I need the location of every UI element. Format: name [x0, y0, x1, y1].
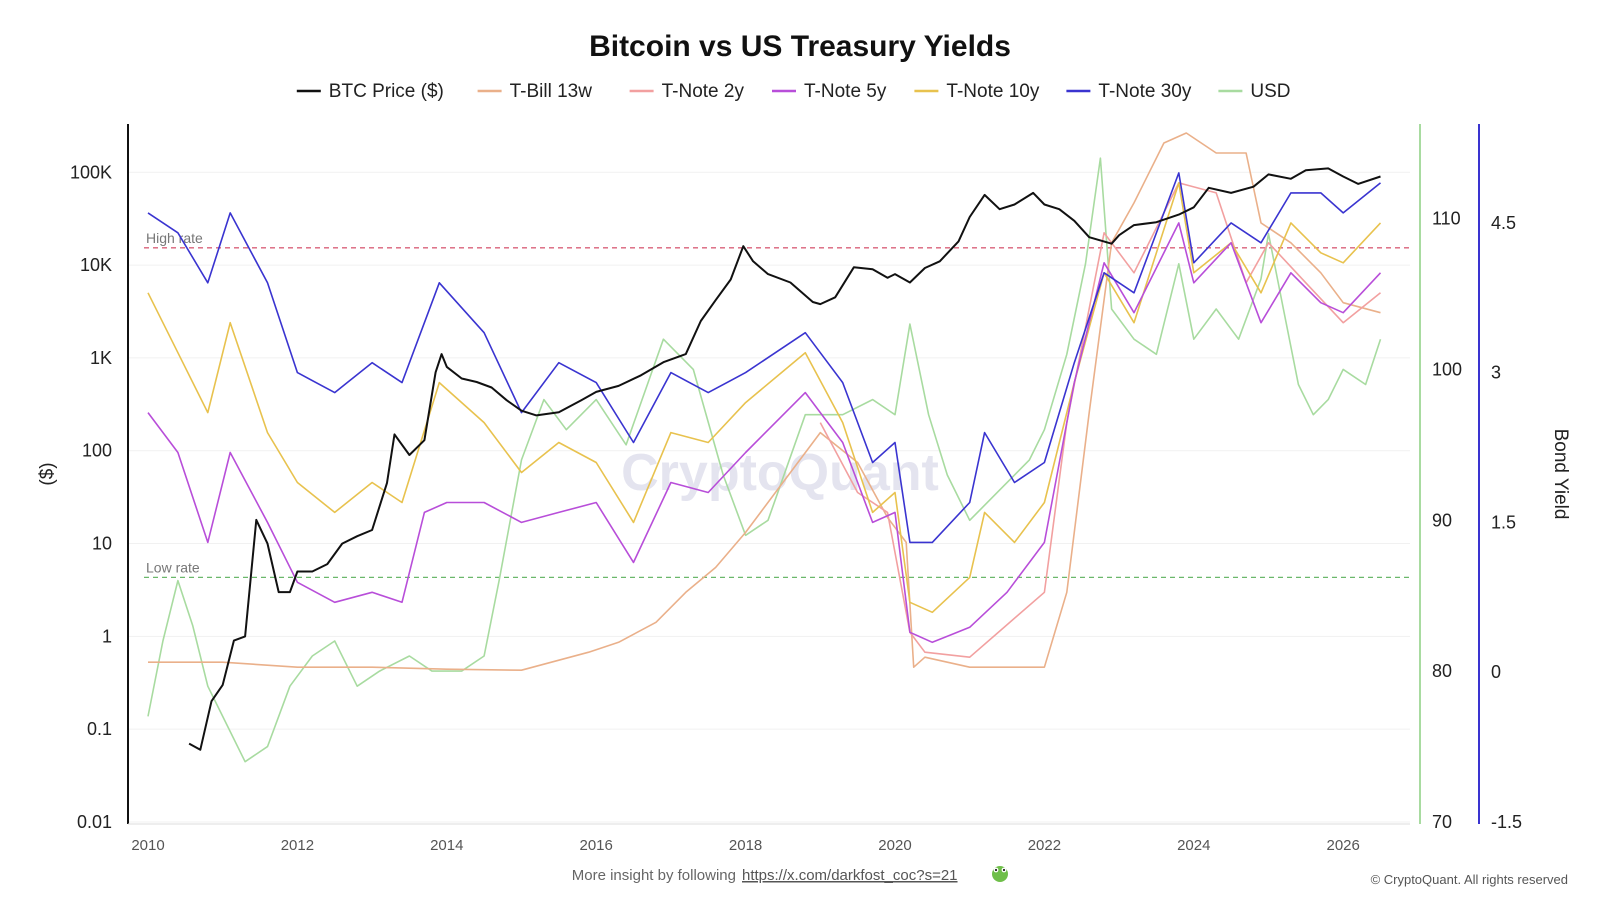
legend-item-t-note-10y[interactable]: T-Note 10y: [914, 81, 1040, 102]
legend-label: T-Note 5y: [804, 81, 887, 102]
ref-label: High rate: [146, 230, 203, 246]
y-yield-tick: 4.5: [1491, 213, 1516, 233]
axes: 0.010.11101001K10K100K708090100110-1.501…: [70, 124, 1522, 854]
x-tick: 2016: [580, 837, 613, 854]
x-tick: 2018: [729, 837, 762, 854]
series-t-note-2y: [819, 182, 1382, 658]
legend-item-t-note-5y[interactable]: T-Note 5y: [772, 81, 887, 102]
legend-item-btc-price[interactable]: BTC Price ($): [296, 81, 444, 102]
legend-label: USD: [1250, 81, 1290, 102]
y-usd-tick: 70: [1432, 812, 1452, 832]
y-yield-tick: 3: [1491, 363, 1501, 383]
y-right-label: Bond Yield: [1550, 429, 1571, 520]
y-left-tick: 100: [82, 441, 112, 461]
legend-label: BTC Price ($): [329, 81, 444, 102]
legend: BTC Price ($) T-Bill 13w T-Note 2y T-Note 5…: [296, 81, 1291, 102]
y-usd-tick: 110: [1432, 209, 1461, 229]
y-left-tick: 1K: [90, 348, 112, 368]
legend-label: T-Bill 13w: [510, 81, 593, 102]
legend-item-t-note-2y[interactable]: T-Note 2y: [629, 81, 745, 102]
legend-label: T-Note 30y: [1098, 81, 1191, 102]
frog-icon: [992, 866, 1008, 882]
y-usd-tick: 90: [1432, 510, 1452, 530]
legend-item-t-bill-13w[interactable]: T-Bill 13w: [477, 81, 593, 102]
y-usd-tick: 100: [1432, 359, 1462, 379]
series-t-bill-13w: [148, 132, 1381, 671]
ref-label: Low rate: [146, 559, 200, 575]
legend-item-usd[interactable]: USD: [1218, 81, 1291, 102]
x-tick: 2020: [878, 837, 911, 854]
series-t-note-30y: [147, 172, 1382, 544]
legend-label: T-Note 10y: [946, 81, 1039, 102]
y-yield-tick: -1.5: [1491, 812, 1522, 832]
x-tick: 2026: [1326, 837, 1359, 854]
y-left-label: ($): [37, 462, 58, 485]
series-t-note-10y: [147, 182, 1382, 614]
reference-lines: High rate Low rate: [144, 230, 1410, 579]
series-t-note-5y: [147, 222, 1382, 644]
x-tick: 2014: [430, 837, 463, 854]
y-left-tick: 10K: [80, 255, 112, 275]
legend-label: T-Note 2y: [662, 81, 745, 102]
series-btc-price: [188, 167, 1381, 751]
watermark: CryptoQuant: [621, 444, 939, 502]
y-yield-tick: 1.5: [1491, 512, 1516, 532]
footer-link[interactable]: https://x.com/darkfost_coc?s=21: [742, 867, 958, 884]
x-tick: 2022: [1028, 837, 1061, 854]
x-tick: 2024: [1177, 837, 1210, 854]
footer: More insight by following https://x.com/…: [572, 866, 1008, 884]
x-tick: 2010: [131, 837, 164, 854]
chart-title: Bitcoin vs US Treasury Yields: [589, 30, 1011, 63]
y-usd-tick: 80: [1432, 661, 1452, 681]
y-left-tick: 10: [92, 534, 112, 554]
y-left-tick: 0.1: [87, 719, 112, 739]
copyright: © CryptoQuant. All rights reserved: [1371, 872, 1568, 887]
y-left-tick: 0.01: [77, 812, 112, 832]
y-left-tick: 1: [102, 626, 112, 646]
footer-text: More insight by following: [572, 867, 736, 884]
y-yield-tick: 0: [1491, 662, 1501, 682]
legend-item-t-note-30y[interactable]: T-Note 30y: [1066, 81, 1192, 102]
x-tick: 2012: [281, 837, 314, 854]
series-lines: [147, 132, 1382, 763]
y-left-tick: 100K: [70, 162, 112, 182]
series-usd: [147, 157, 1382, 763]
